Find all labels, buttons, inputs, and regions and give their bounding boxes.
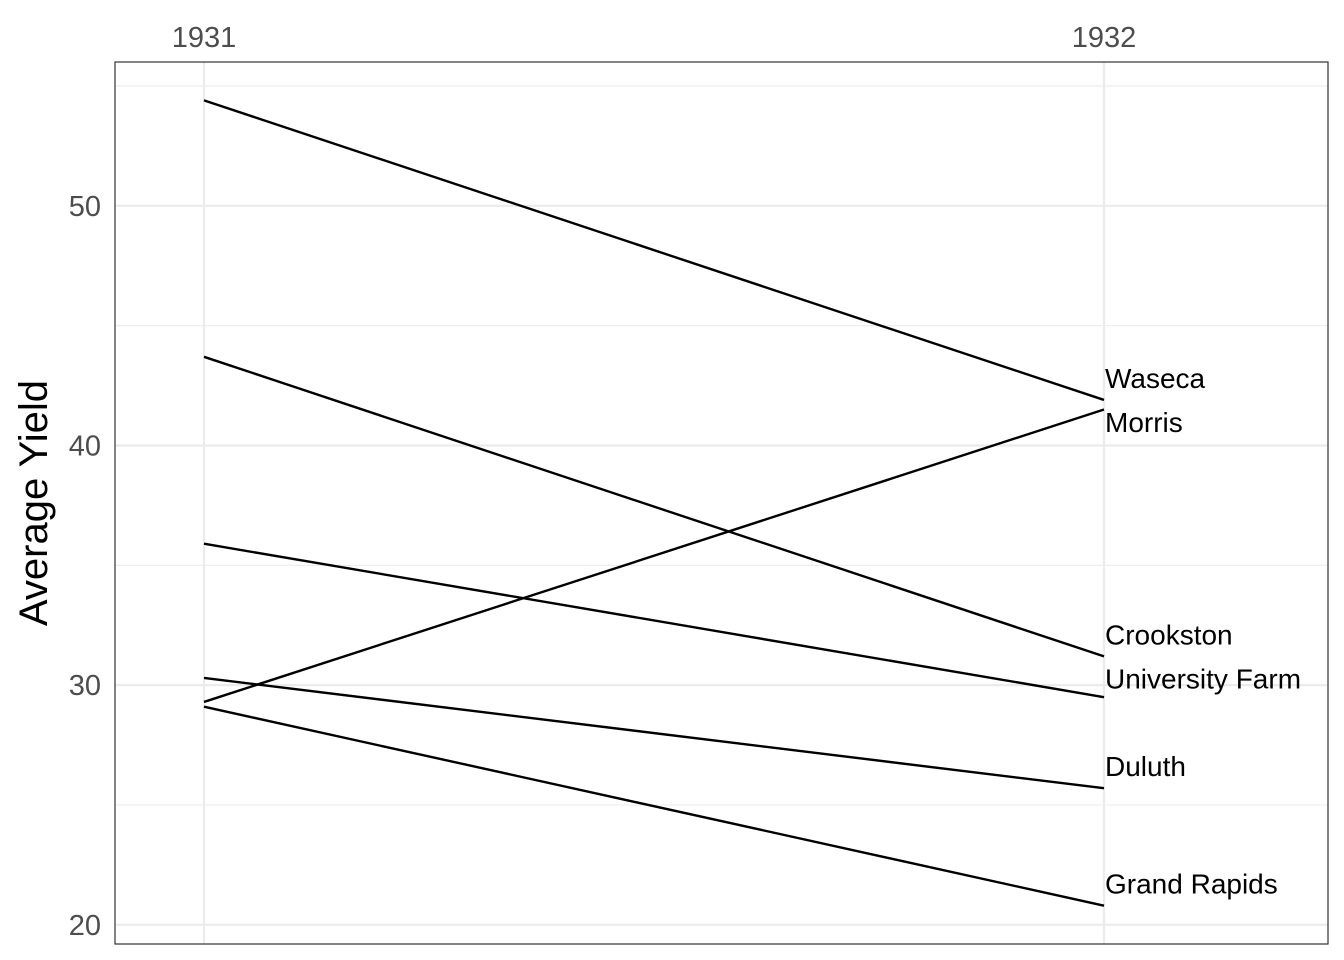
series-line-crookston — [203, 355, 1105, 658]
y-axis-title: Average Yield — [12, 380, 56, 626]
series-label-morris: Morris — [1105, 407, 1183, 438]
y-tick-label: 50 — [69, 191, 101, 223]
series-line-waseca — [203, 99, 1105, 402]
series-label-duluth: Duluth — [1105, 751, 1186, 782]
series-label-grand-rapids: Grand Rapids — [1105, 869, 1278, 900]
series-line-duluth — [203, 676, 1105, 790]
series-line-morris — [203, 408, 1105, 704]
grid-layer — [115, 62, 1328, 944]
series-line-grand-rapids — [203, 705, 1105, 907]
y-tick-label: 30 — [69, 670, 101, 702]
line-layer — [203, 99, 1105, 907]
series-label-university-farm: University Farm — [1105, 663, 1301, 694]
label-layer: Waseca Morris Crookston University Farm Dulu… — [1105, 363, 1301, 900]
y-tick-label: 20 — [69, 910, 101, 942]
x-tick-label: 1931 — [172, 22, 237, 54]
axis-layer: 20 30 40 50 1931 1932 — [69, 22, 1137, 942]
y-tick-label: 40 — [69, 430, 101, 462]
series-label-waseca: Waseca — [1105, 363, 1206, 394]
panel-border — [114, 61, 1329, 945]
series-line-university-farm — [203, 542, 1105, 699]
series-label-crookston: Crookston — [1105, 619, 1233, 650]
x-tick-label: 1932 — [1072, 22, 1137, 54]
